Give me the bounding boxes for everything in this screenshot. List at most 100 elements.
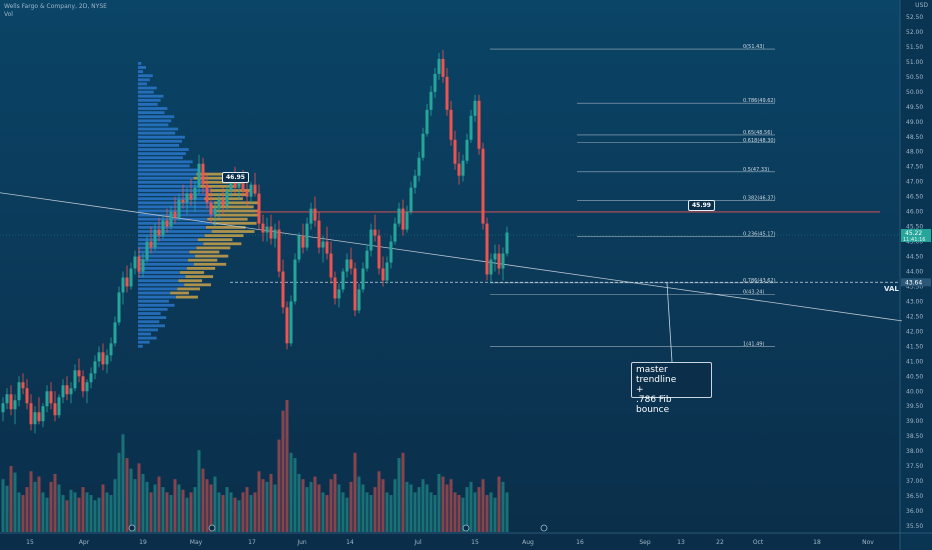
candle-body[interactable]: [361, 268, 365, 290]
candle-body[interactable]: [337, 289, 341, 299]
candle-body[interactable]: [393, 223, 397, 242]
candle-body[interactable]: [253, 184, 257, 194]
candle-body[interactable]: [153, 229, 157, 248]
candle-body[interactable]: [201, 163, 205, 185]
event-marker[interactable]: [128, 524, 136, 532]
candle-body[interactable]: [197, 163, 201, 188]
candle-body[interactable]: [173, 211, 177, 218]
candle-body[interactable]: [353, 268, 357, 311]
candle-body[interactable]: [309, 208, 313, 224]
candle-body[interactable]: [209, 202, 213, 215]
candle-body[interactable]: [313, 208, 317, 221]
candle-body[interactable]: [477, 100, 481, 149]
candle-body[interactable]: [29, 403, 33, 425]
candle-body[interactable]: [257, 193, 261, 224]
candle-body[interactable]: [177, 199, 181, 218]
candle-body[interactable]: [357, 289, 361, 311]
candle-body[interactable]: [481, 148, 485, 224]
candle-body[interactable]: [5, 394, 9, 404]
candle-body[interactable]: [389, 241, 393, 263]
candle-body[interactable]: [89, 373, 93, 383]
candle-body[interactable]: [329, 253, 333, 278]
candle-body[interactable]: [241, 181, 245, 191]
candle-body[interactable]: [421, 133, 425, 158]
candle-body[interactable]: [41, 406, 45, 422]
candle-body[interactable]: [265, 226, 269, 233]
candle-body[interactable]: [73, 370, 77, 389]
candle-body[interactable]: [117, 292, 121, 323]
candle-body[interactable]: [365, 250, 369, 269]
candle-body[interactable]: [185, 193, 189, 203]
candle-body[interactable]: [381, 268, 385, 281]
candle-body[interactable]: [449, 109, 453, 140]
candle-body[interactable]: [285, 307, 289, 344]
candle-body[interactable]: [429, 91, 433, 110]
candle-body[interactable]: [61, 385, 65, 398]
candle-body[interactable]: [441, 58, 445, 77]
candle-body[interactable]: [77, 370, 81, 377]
candle-body[interactable]: [497, 253, 501, 269]
candle-body[interactable]: [301, 235, 305, 248]
candle-body[interactable]: [121, 277, 125, 293]
event-marker[interactable]: [540, 524, 548, 532]
candle-body[interactable]: [489, 259, 493, 275]
candle-body[interactable]: [425, 109, 429, 134]
candle-body[interactable]: [225, 190, 229, 206]
event-marker[interactable]: [462, 524, 470, 532]
candle-body[interactable]: [413, 175, 417, 188]
candle-body[interactable]: [261, 223, 265, 233]
candle-body[interactable]: [397, 208, 401, 224]
candle-body[interactable]: [485, 223, 489, 275]
candle-body[interactable]: [233, 178, 237, 188]
candle-body[interactable]: [409, 187, 413, 212]
master-trendline[interactable]: [0, 192, 903, 322]
candle-body[interactable]: [469, 115, 473, 140]
candle-body[interactable]: [101, 352, 105, 365]
candle-body[interactable]: [193, 187, 197, 200]
candle-body[interactable]: [129, 268, 133, 287]
candle-body[interactable]: [453, 139, 457, 164]
candle-body[interactable]: [417, 157, 421, 176]
candle-body[interactable]: [69, 388, 73, 395]
candle-body[interactable]: [105, 355, 109, 365]
candle-body[interactable]: [433, 73, 437, 92]
candle-body[interactable]: [205, 184, 209, 203]
candle-body[interactable]: [33, 412, 37, 425]
candle-body[interactable]: [65, 385, 69, 395]
candle-body[interactable]: [345, 259, 349, 272]
candle-body[interactable]: [97, 352, 101, 362]
symbol-title[interactable]: Wells Fargo & Company, 2D, NYSE: [4, 3, 107, 10]
candle-body[interactable]: [9, 394, 13, 410]
candle-body[interactable]: [401, 208, 405, 230]
candle-body[interactable]: [149, 241, 153, 248]
price-tag-right[interactable]: 45.99: [688, 200, 715, 211]
candle-body[interactable]: [405, 211, 409, 230]
candle-body[interactable]: [505, 232, 509, 254]
event-marker[interactable]: [208, 524, 216, 532]
candle-body[interactable]: [305, 223, 309, 248]
candle-body[interactable]: [229, 178, 233, 191]
last-price-badge[interactable]: [901, 228, 931, 242]
candle-body[interactable]: [217, 199, 221, 209]
candle-body[interactable]: [445, 76, 449, 110]
candle-body[interactable]: [145, 241, 149, 260]
candle-body[interactable]: [157, 229, 161, 236]
candle-body[interactable]: [245, 190, 249, 197]
candle-body[interactable]: [45, 391, 49, 407]
candle-body[interactable]: [169, 211, 173, 227]
candle-body[interactable]: [249, 184, 253, 197]
candle-body[interactable]: [501, 253, 505, 269]
candle-body[interactable]: [269, 226, 273, 239]
candle-body[interactable]: [21, 382, 25, 389]
candle-body[interactable]: [25, 388, 29, 404]
candle-body[interactable]: [109, 343, 113, 356]
candle-body[interactable]: [37, 412, 41, 422]
candle-body[interactable]: [221, 199, 225, 206]
candle-body[interactable]: [369, 229, 373, 251]
candle-body[interactable]: [165, 220, 169, 227]
candle-body[interactable]: [373, 229, 377, 236]
candle-body[interactable]: [341, 271, 345, 290]
candle-body[interactable]: [457, 163, 461, 176]
candle-body[interactable]: [49, 391, 53, 404]
candle-body[interactable]: [53, 403, 57, 416]
